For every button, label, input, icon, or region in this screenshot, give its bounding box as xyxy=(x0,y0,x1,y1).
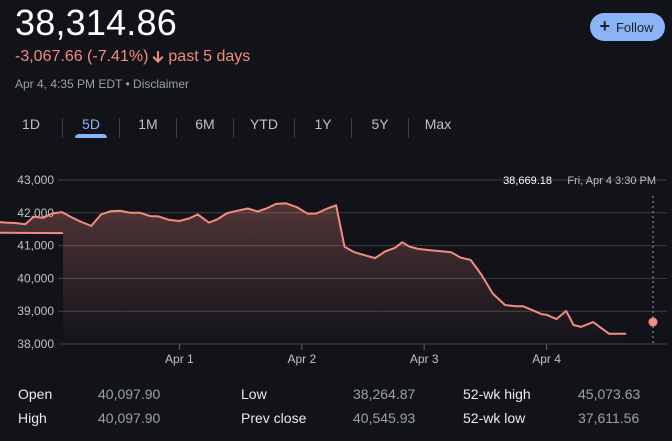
x-tick-label: Apr 2 xyxy=(287,352,316,366)
change-amount: -3,067.66 (-7.41%) xyxy=(15,48,149,65)
follow-button[interactable]: + Follow xyxy=(590,13,665,41)
stat-open-label: Open xyxy=(18,386,53,402)
tab-1d[interactable]: 1D xyxy=(0,106,62,138)
tab-1m[interactable]: 1M xyxy=(120,106,176,138)
change-period: past 5 days xyxy=(168,48,251,65)
stat-high-value: 40,097.90 xyxy=(98,410,161,426)
tab-label: 5D xyxy=(82,116,100,132)
price-timestamp: Apr 4, 4:35 PM EDT • Disclaimer xyxy=(15,77,189,91)
tab-6m[interactable]: 6M xyxy=(177,106,233,138)
divider xyxy=(176,118,177,138)
area-fill xyxy=(0,203,627,344)
stat-52wk-high-label: 52-wk high xyxy=(463,386,531,402)
tab-label: 6M xyxy=(195,116,215,132)
disclaimer-link[interactable]: Disclaimer xyxy=(133,77,190,91)
price-change: -3,067.66 (-7.41%) past 5 days xyxy=(15,48,250,66)
plus-icon: + xyxy=(599,16,610,36)
x-tick-label: Apr 1 xyxy=(165,352,194,366)
y-tick-label: 38,000 xyxy=(17,337,54,351)
tab-5y[interactable]: 5Y xyxy=(352,106,408,138)
tab-label: 1Y xyxy=(314,116,332,132)
stat-52wk-high-value: 45,073.63 xyxy=(578,386,641,402)
tab-label: Max xyxy=(424,116,452,132)
stat-high-label: High xyxy=(18,410,47,426)
price-line xyxy=(0,202,627,335)
stat-low-value: 38,264.87 xyxy=(353,386,416,402)
separator: • xyxy=(125,77,130,91)
stat-open-value: 40,097.90 xyxy=(98,386,161,402)
stat-52wk-low-label: 52-wk low xyxy=(463,410,526,426)
y-tick-label: 40,000 xyxy=(17,271,54,285)
timestamp: Apr 4, 4:35 PM EDT xyxy=(15,77,123,91)
divider xyxy=(233,118,234,138)
stats-row-1: Open 40,097.90 Low 38,264.87 52-wk high … xyxy=(0,386,672,406)
y-tick-label: 43,000 xyxy=(17,173,54,187)
range-tabs: 1D 5D 1M 6M YTD 1Y 5Y Max xyxy=(0,106,467,138)
tab-label: 5Y xyxy=(371,116,389,132)
x-tick-label: Apr 4 xyxy=(532,352,561,366)
stat-prev-close-label: Prev close xyxy=(241,410,307,426)
stats-row-2: High 40,097.90 Prev close 40,545.93 52-w… xyxy=(0,410,672,430)
x-tick-label: Apr 3 xyxy=(410,352,439,366)
tab-5d[interactable]: 5D xyxy=(63,106,119,138)
tab-label: YTD xyxy=(250,116,278,132)
hover-point xyxy=(648,317,658,327)
stat-low-label: Low xyxy=(241,386,267,402)
hover-value: 38,669.18 xyxy=(503,175,552,187)
y-tick-label: 41,000 xyxy=(17,239,54,253)
current-price: 38,314.86 xyxy=(15,2,177,43)
price-chart[interactable]: 43,00042,00041,00040,00039,00038,000Apr … xyxy=(0,160,672,375)
stat-52wk-low-value: 37,611.56 xyxy=(578,410,640,426)
tab-label: 1M xyxy=(138,116,158,132)
tab-1y[interactable]: 1Y xyxy=(295,106,351,138)
divider xyxy=(408,118,409,138)
y-tick-label: 39,000 xyxy=(17,304,54,318)
divider xyxy=(351,118,352,138)
tab-max[interactable]: Max xyxy=(409,106,467,138)
stat-prev-close-value: 40,545.93 xyxy=(353,410,416,426)
hover-time: Fri, Apr 4 3:30 PM xyxy=(567,175,656,187)
divider xyxy=(119,118,120,138)
divider xyxy=(294,118,295,138)
arrow-down-icon xyxy=(151,50,165,64)
follow-label: Follow xyxy=(615,19,654,35)
tab-label: 1D xyxy=(22,116,40,132)
tab-ytd[interactable]: YTD xyxy=(234,106,294,138)
